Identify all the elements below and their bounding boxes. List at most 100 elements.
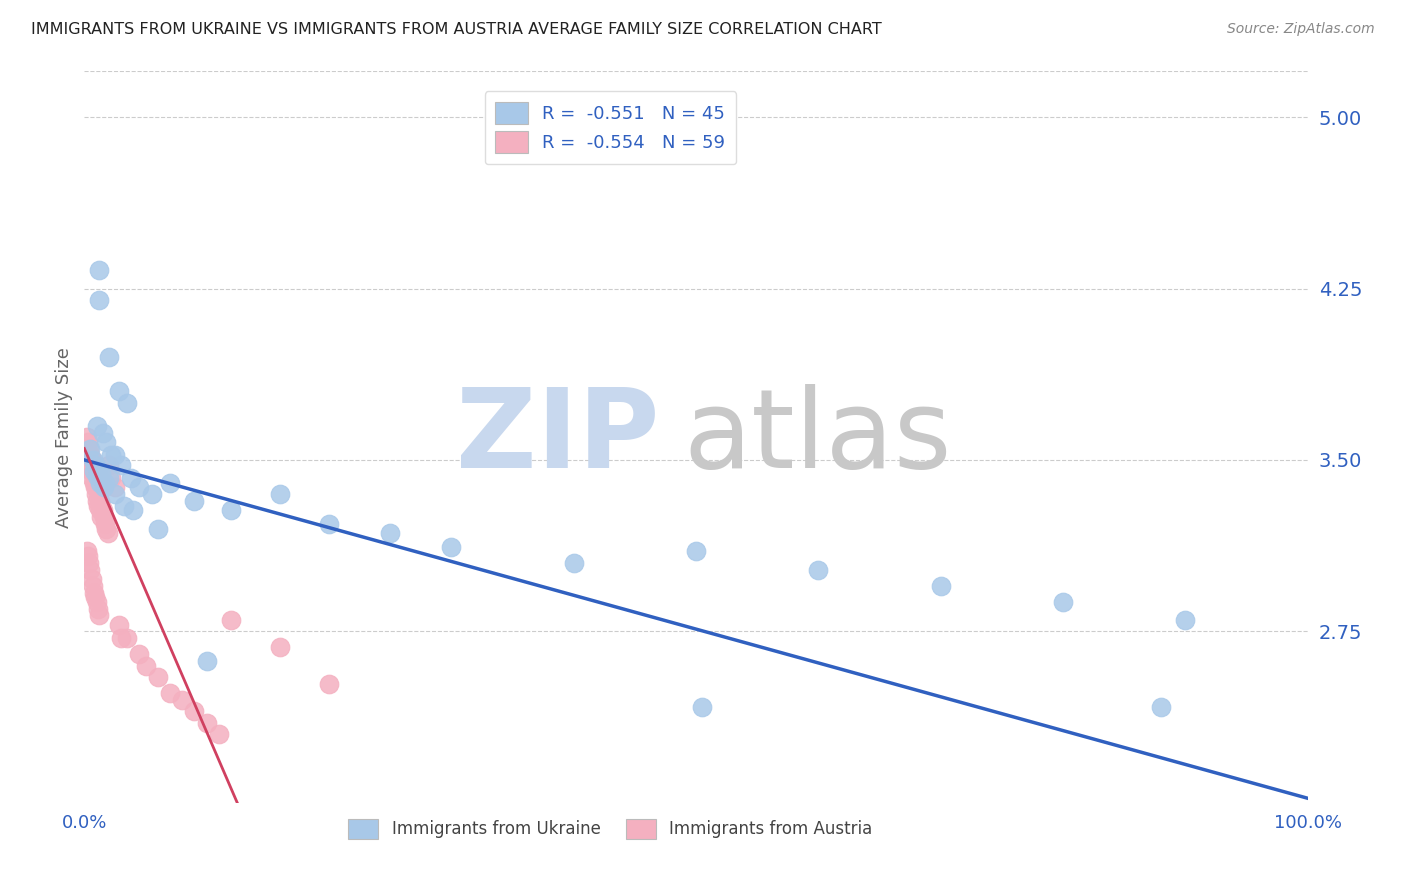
Point xyxy=(110,458,132,472)
Point xyxy=(685,544,707,558)
Point xyxy=(89,503,111,517)
Point xyxy=(195,654,218,668)
Point xyxy=(87,462,110,476)
Point xyxy=(318,516,340,531)
Point xyxy=(183,705,205,719)
Point xyxy=(89,494,111,508)
Point xyxy=(1052,594,1074,608)
Point xyxy=(79,442,101,456)
Text: IMMIGRANTS FROM UKRAINE VS IMMIGRANTS FROM AUSTRIA AVERAGE FAMILY SIZE CORRELATI: IMMIGRANTS FROM UKRAINE VS IMMIGRANTS FR… xyxy=(31,22,882,37)
Point xyxy=(80,464,103,478)
Point xyxy=(77,556,100,570)
Point xyxy=(87,499,110,513)
Point xyxy=(93,510,115,524)
Point xyxy=(83,585,105,599)
Point xyxy=(86,494,108,508)
Point xyxy=(107,617,129,632)
Point xyxy=(97,350,120,364)
Point xyxy=(87,601,110,615)
Point xyxy=(104,487,127,501)
Point xyxy=(94,475,117,490)
Point xyxy=(87,608,110,623)
Point xyxy=(172,693,194,707)
Y-axis label: Average Family Size: Average Family Size xyxy=(55,347,73,527)
Point xyxy=(104,480,127,494)
Point xyxy=(90,510,112,524)
Point xyxy=(82,453,104,467)
Point xyxy=(318,677,340,691)
Point xyxy=(100,448,122,462)
Point xyxy=(89,475,111,490)
Point xyxy=(87,293,110,307)
Point xyxy=(76,430,98,444)
Point xyxy=(77,442,100,456)
Point xyxy=(562,556,585,570)
Point xyxy=(82,579,104,593)
Text: ZIP: ZIP xyxy=(456,384,659,491)
Point xyxy=(79,458,101,472)
Point xyxy=(79,563,101,577)
Point xyxy=(96,521,118,535)
Point xyxy=(107,384,129,399)
Point xyxy=(83,475,105,490)
Point xyxy=(183,494,205,508)
Point xyxy=(84,458,107,472)
Point xyxy=(208,727,231,741)
Point xyxy=(141,487,163,501)
Point xyxy=(159,686,181,700)
Point xyxy=(120,471,142,485)
Point xyxy=(269,487,291,501)
Point xyxy=(115,396,138,410)
Point xyxy=(90,499,112,513)
Point xyxy=(110,632,132,646)
Point xyxy=(84,487,107,501)
Point xyxy=(80,453,103,467)
Point xyxy=(440,540,463,554)
Point xyxy=(128,480,150,494)
Point xyxy=(195,715,218,730)
Point xyxy=(86,475,108,490)
Point xyxy=(128,647,150,661)
Point xyxy=(122,503,145,517)
Point xyxy=(100,471,122,485)
Point xyxy=(97,458,120,472)
Point xyxy=(80,572,103,586)
Point xyxy=(104,448,127,462)
Point xyxy=(83,464,105,478)
Point xyxy=(86,469,108,483)
Point xyxy=(1174,613,1197,627)
Point xyxy=(82,471,104,485)
Point xyxy=(82,458,104,472)
Point xyxy=(75,442,97,456)
Point xyxy=(94,516,117,531)
Point xyxy=(91,503,114,517)
Point xyxy=(219,613,242,627)
Point xyxy=(86,594,108,608)
Point xyxy=(115,632,138,646)
Point xyxy=(690,699,713,714)
Point xyxy=(219,503,242,517)
Point xyxy=(146,670,169,684)
Point xyxy=(84,471,107,485)
Point xyxy=(93,480,115,494)
Point xyxy=(159,475,181,490)
Point xyxy=(77,453,100,467)
Text: Source: ZipAtlas.com: Source: ZipAtlas.com xyxy=(1227,22,1375,37)
Point xyxy=(87,263,110,277)
Point xyxy=(83,464,105,478)
Point xyxy=(90,467,112,481)
Point xyxy=(97,526,120,541)
Point xyxy=(83,480,105,494)
Point xyxy=(87,487,110,501)
Point xyxy=(91,425,114,440)
Point xyxy=(76,544,98,558)
Point xyxy=(380,526,402,541)
Point xyxy=(146,521,169,535)
Point xyxy=(87,480,110,494)
Point xyxy=(86,418,108,433)
Point xyxy=(76,448,98,462)
Point xyxy=(97,471,120,485)
Point xyxy=(77,549,100,563)
Point xyxy=(135,658,157,673)
Point xyxy=(112,499,135,513)
